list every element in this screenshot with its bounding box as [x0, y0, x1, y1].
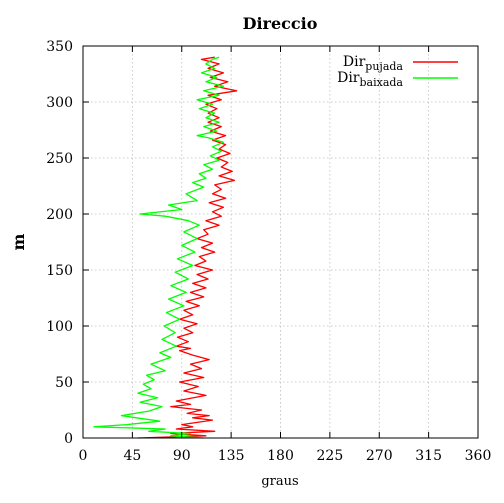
y-tick-label: 100	[46, 319, 73, 335]
legend-label-pujada: Dirpujada	[343, 54, 404, 73]
y-tick-label: 0	[64, 431, 73, 447]
y-tick-label: 350	[46, 39, 73, 55]
legend-label-base: Dir	[343, 54, 366, 70]
legend-label-base: Dir	[337, 70, 360, 86]
x-tick-label: 225	[317, 448, 344, 464]
y-tick-label: 150	[46, 263, 73, 279]
legend-label-subscript: baixada	[360, 76, 404, 89]
y-axis-label: m	[9, 233, 28, 250]
y-tick-label: 50	[55, 375, 73, 391]
y-tick-label: 200	[46, 207, 73, 223]
x-tick-label: 360	[465, 448, 492, 464]
y-tick-label: 300	[46, 95, 73, 111]
x-tick-label: 270	[366, 448, 393, 464]
chart-title: Direccio	[243, 14, 318, 33]
axis-ticks: 0 45 90 135 180 225 270 315 360 0 50 100 150 200 250 30…	[46, 39, 491, 464]
grid-lines	[83, 46, 478, 438]
x-tick-label: 180	[267, 448, 294, 464]
x-tick-label: 0	[79, 448, 88, 464]
y-tick-label: 250	[46, 151, 73, 167]
legend-label-subscript: pujada	[365, 60, 403, 73]
x-tick-label: 135	[218, 448, 245, 464]
series-line-baixada	[93, 56, 225, 439]
x-axis-label: graus	[261, 474, 298, 489]
legend-label-baixada: Dirbaixada	[337, 70, 403, 89]
series-layer	[93, 56, 238, 439]
x-tick-label: 90	[173, 448, 191, 464]
x-tick-label: 45	[123, 448, 141, 464]
x-tick-label: 315	[415, 448, 442, 464]
